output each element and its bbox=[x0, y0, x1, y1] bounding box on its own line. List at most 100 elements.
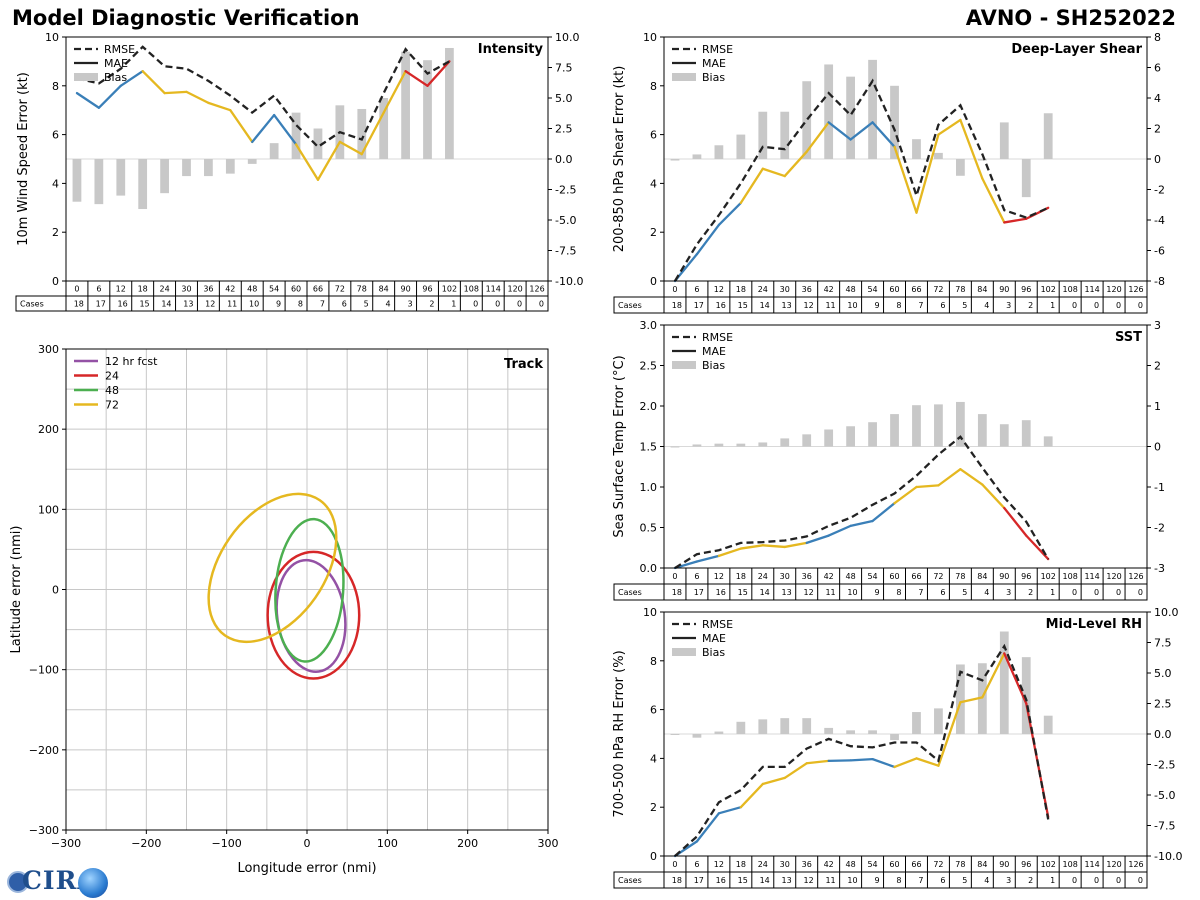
sst-case-count: 6 bbox=[940, 588, 945, 597]
sst-bias-bar bbox=[802, 434, 812, 447]
shear-legend-bias-swatch bbox=[672, 73, 696, 81]
cira-logo: CIRA bbox=[4, 866, 108, 898]
shear-bias-bar bbox=[802, 81, 812, 159]
rh-case-count: 5 bbox=[962, 876, 967, 885]
intensity-hour-label: 6 bbox=[96, 285, 101, 294]
intensity-y2tick-label: 10.0 bbox=[555, 31, 580, 44]
sst-hour-label: 30 bbox=[780, 572, 790, 581]
intensity-hour-label: 102 bbox=[442, 285, 457, 294]
rh-bias-bar bbox=[692, 734, 702, 738]
intensity-bias-bar bbox=[401, 51, 410, 159]
shear-mae-segment bbox=[805, 121, 830, 153]
sst-case-count: 11 bbox=[825, 588, 835, 597]
shear-case-count: 1 bbox=[1050, 301, 1055, 310]
intensity-case-count: 0 bbox=[517, 300, 522, 309]
shear-y2tick-label: -2 bbox=[1154, 184, 1165, 197]
sst-case-count: 4 bbox=[984, 588, 989, 597]
globe-icon bbox=[7, 871, 29, 893]
rh-ytick-label: 8 bbox=[650, 655, 657, 668]
shear-hour-label: 24 bbox=[758, 285, 768, 294]
shear-case-count: 2 bbox=[1028, 301, 1033, 310]
shear-cases-label: Cases bbox=[618, 301, 642, 310]
sst-bias-bar bbox=[692, 444, 702, 447]
rh-bias-bar bbox=[824, 727, 834, 734]
sst-bias-bar bbox=[780, 438, 790, 447]
shear-mae-segment bbox=[937, 118, 962, 136]
shear-bias-bar bbox=[846, 76, 856, 159]
shear-bias-bar bbox=[824, 64, 834, 159]
rh-legend-mae: MAE bbox=[702, 632, 726, 645]
sst-case-count: 12 bbox=[803, 588, 813, 597]
shear-case-count: 17 bbox=[694, 301, 704, 310]
intensity-bias-bar bbox=[94, 159, 104, 205]
intensity-rmse-line bbox=[76, 45, 450, 149]
rh-mae-segment bbox=[695, 812, 721, 843]
rh-case-count: 0 bbox=[1094, 876, 1099, 885]
rh-mae-segment bbox=[915, 757, 940, 767]
sst-hour-label: 54 bbox=[867, 572, 877, 581]
track-ellipse-48 bbox=[274, 517, 345, 663]
sst-hour-label: 48 bbox=[846, 572, 856, 581]
sst-hour-label: 42 bbox=[824, 572, 834, 581]
rh-hour-label: 114 bbox=[1084, 860, 1099, 869]
intensity-mae-segment bbox=[382, 70, 407, 114]
rh-hour-label: 120 bbox=[1106, 860, 1121, 869]
rh-bias-bar bbox=[977, 663, 987, 734]
shear-bias-bar bbox=[955, 159, 965, 176]
intensity-mae-segment bbox=[229, 109, 254, 144]
shear-case-count: 10 bbox=[847, 301, 857, 310]
shear-case-count: 9 bbox=[874, 301, 879, 310]
sst-mae-segment bbox=[871, 502, 896, 523]
rh-case-count: 16 bbox=[716, 876, 726, 885]
intensity-title: Intensity bbox=[478, 42, 544, 57]
intensity-mae-segment bbox=[338, 140, 363, 156]
sst-mae-segment bbox=[959, 468, 984, 486]
rh-bias-bar bbox=[890, 734, 899, 741]
rh-y2tick-label: 5.0 bbox=[1154, 667, 1172, 680]
storm-id-title: AVNO - SH252022 bbox=[965, 6, 1176, 30]
intensity-hour-label: 114 bbox=[486, 285, 501, 294]
intensity-cases-row bbox=[15, 295, 549, 312]
shear-bias-bar bbox=[1043, 113, 1053, 159]
sst-hour-label: 102 bbox=[1041, 572, 1056, 581]
sst-bias-bar bbox=[999, 424, 1009, 447]
sst-case-count: 16 bbox=[716, 588, 726, 597]
rh-case-count: 3 bbox=[1006, 876, 1011, 885]
sst-ytick-label: 2.5 bbox=[640, 360, 658, 373]
intensity-case-count: 15 bbox=[139, 300, 149, 309]
intensity-y2tick-label: -5.0 bbox=[555, 214, 576, 227]
intensity-legend-bias: Bias bbox=[104, 71, 127, 84]
rh-hour-label: 48 bbox=[846, 860, 856, 869]
sst-hour-label: 6 bbox=[694, 572, 699, 581]
rh-bias-bar bbox=[934, 708, 943, 734]
sst-hour-label: 114 bbox=[1084, 572, 1099, 581]
sst-mae-segment bbox=[849, 519, 874, 528]
rh-bias-bar bbox=[780, 718, 790, 734]
intensity-bias-bar bbox=[116, 159, 126, 196]
rh-bias-bar bbox=[868, 730, 877, 734]
sst-case-count: 13 bbox=[782, 588, 792, 597]
page-title: Model Diagnostic Verification bbox=[12, 6, 360, 30]
rh-y2tick-label: -2.5 bbox=[1154, 759, 1175, 772]
rh-ytick-label: 4 bbox=[650, 752, 657, 765]
shear-mae-segment bbox=[849, 121, 874, 141]
rh-rmse-line bbox=[674, 643, 1050, 857]
sst-hour-label: 120 bbox=[1106, 572, 1121, 581]
intensity-hour-label: 42 bbox=[225, 285, 235, 294]
shear-bias-bar bbox=[1021, 159, 1031, 198]
rh-mae-segment bbox=[893, 757, 918, 769]
shear-bias-bar bbox=[912, 139, 921, 159]
intensity-bias-bar bbox=[138, 159, 148, 210]
shear-ytick-label: 4 bbox=[650, 177, 657, 190]
rh-ytick-label: 0 bbox=[650, 850, 657, 863]
sst-bias-bar bbox=[1021, 420, 1031, 447]
rh-case-count: 0 bbox=[1072, 876, 1077, 885]
rh-legend-rmse: RMSE bbox=[702, 618, 733, 631]
intensity-hour-label: 18 bbox=[138, 285, 148, 294]
sst-case-count: 0 bbox=[1116, 588, 1121, 597]
intensity-case-count: 12 bbox=[205, 300, 215, 309]
intensity-legend-mae: MAE bbox=[104, 57, 128, 70]
sst-case-count: 15 bbox=[738, 588, 748, 597]
shear-bias-bar bbox=[736, 134, 746, 159]
rh-hour-label: 24 bbox=[758, 860, 768, 869]
